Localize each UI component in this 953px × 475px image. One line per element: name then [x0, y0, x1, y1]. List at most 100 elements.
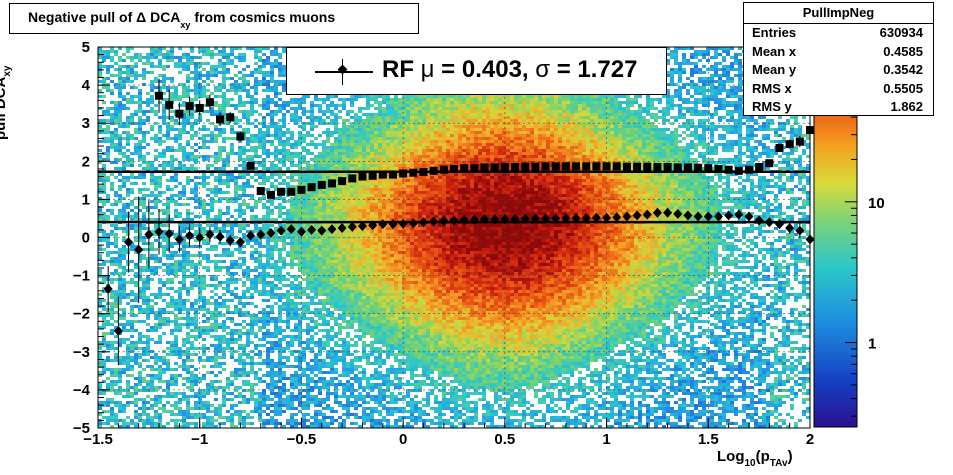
data-point-diamond — [185, 230, 195, 241]
y-tick-label: −3 — [73, 344, 90, 361]
data-point-square — [409, 168, 418, 177]
data-point-diamond — [612, 212, 622, 223]
data-point-square — [531, 162, 540, 171]
data-point-square — [714, 164, 723, 173]
data-point-square — [643, 162, 652, 171]
data-point-square — [500, 163, 509, 172]
data-point-diamond — [246, 230, 256, 241]
data-point-diamond — [144, 229, 154, 240]
data-point-square — [612, 162, 621, 171]
data-point-square — [277, 187, 286, 196]
data-point-square — [490, 163, 499, 172]
stats-box: PullImpNeg Entries 630934 Mean x 0.4585 Me… — [743, 2, 934, 116]
data-point-square — [744, 165, 753, 174]
data-point-square — [165, 100, 174, 109]
data-point-square — [358, 172, 367, 181]
title-box: Negative pull of Δ DCAxy from cosmics mu… — [9, 3, 419, 34]
data-point-diamond — [795, 225, 805, 236]
y-tick-label: 3 — [82, 115, 90, 132]
data-point-square — [317, 180, 326, 189]
stats-row-mean-y: Mean y 0.3542 — [752, 62, 923, 77]
data-point-square — [175, 109, 184, 118]
data-point-diamond — [164, 228, 174, 239]
data-point-diamond — [205, 229, 215, 240]
data-point-square — [582, 162, 591, 171]
data-point-diamond — [357, 221, 367, 232]
data-point-diamond — [622, 211, 632, 222]
data-point-diamond — [673, 208, 683, 219]
data-point-diamond — [408, 218, 418, 229]
data-point-square — [622, 162, 631, 171]
data-point-square — [785, 140, 794, 149]
stats-row-mean-x: Mean x 0.4585 — [752, 43, 923, 59]
data-point-square — [246, 161, 255, 170]
data-point-square — [724, 165, 733, 174]
data-point-square — [399, 169, 408, 178]
data-point-square — [521, 162, 530, 171]
data-point-diamond — [276, 225, 286, 236]
data-point-square — [378, 170, 387, 179]
data-point-diamond — [266, 227, 276, 238]
data-point-diamond — [378, 219, 388, 230]
x-tick-label: 0.5 — [494, 431, 515, 448]
data-point-diamond — [734, 209, 744, 220]
data-point-square — [256, 187, 265, 196]
data-point-diamond — [469, 214, 479, 225]
data-point-square — [195, 103, 204, 112]
data-point-diamond — [307, 224, 317, 235]
data-point-square — [551, 162, 560, 171]
data-point-diamond — [754, 215, 764, 226]
chart-title: Negative pull of Δ DCAxy from cosmics mu… — [28, 9, 336, 30]
data-point-diamond — [317, 225, 327, 236]
profile-points — [103, 78, 815, 366]
data-point-square — [572, 162, 581, 171]
data-point-square — [795, 137, 804, 146]
data-point-diamond — [215, 231, 225, 242]
data-point-diamond — [683, 210, 693, 221]
data-point-square — [216, 115, 225, 124]
data-point-square — [266, 190, 275, 199]
legend-box: RF μ = 0.403, σ = 1.727 — [286, 47, 667, 95]
data-point-diamond — [225, 235, 235, 246]
data-point-square — [185, 102, 194, 111]
data-point-diamond — [591, 212, 601, 223]
data-point-diamond — [764, 217, 774, 228]
x-tick-label: −1.5 — [83, 431, 113, 448]
data-point-diamond — [530, 213, 540, 224]
data-point-square — [755, 163, 764, 172]
data-point-diamond — [724, 210, 734, 221]
data-point-diamond — [124, 237, 134, 248]
y-tick-label: −1 — [73, 268, 90, 285]
data-point-square — [683, 163, 692, 172]
data-point-diamond — [520, 213, 530, 224]
y-tick-label: 5 — [82, 39, 90, 56]
data-point-diamond — [632, 210, 642, 221]
data-point-square — [704, 164, 713, 173]
data-point-diamond — [500, 214, 510, 225]
data-point-diamond — [103, 283, 113, 294]
data-point-diamond — [652, 207, 662, 218]
x-tick-label: 1 — [602, 431, 610, 448]
data-point-diamond — [195, 232, 205, 243]
data-point-square — [541, 162, 550, 171]
colorbar-label: 1 — [868, 336, 876, 353]
data-point-square — [511, 163, 520, 172]
data-point-diamond — [642, 209, 652, 220]
data-point-square — [419, 167, 428, 176]
data-point-diamond — [693, 211, 703, 222]
data-point-diamond — [327, 224, 337, 235]
data-point-square — [226, 113, 235, 122]
y-tick-label: −2 — [73, 306, 90, 323]
data-point-square — [694, 163, 703, 172]
data-point-diamond — [774, 219, 784, 230]
data-point-diamond — [541, 213, 551, 224]
x-tick-label: 1.5 — [698, 431, 719, 448]
y-tick-label: −4 — [73, 382, 91, 399]
data-point-diamond — [602, 212, 612, 223]
stats-title: PullImpNeg — [744, 3, 933, 24]
y-tick-label: −5 — [73, 420, 90, 437]
data-point-diamond — [744, 211, 754, 222]
data-point-square — [297, 185, 306, 194]
y-tick-label: 2 — [82, 153, 90, 170]
data-point-diamond — [134, 244, 144, 255]
